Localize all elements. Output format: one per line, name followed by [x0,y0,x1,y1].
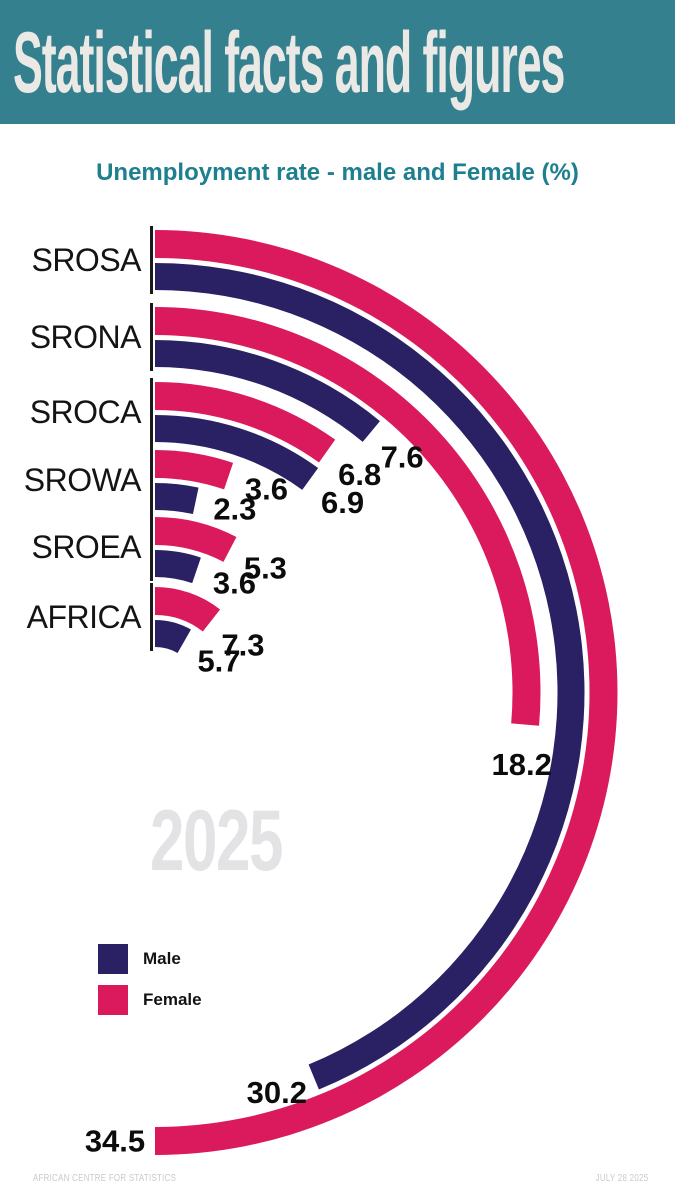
page-title: Statistical facts and figures [13,15,565,111]
footer-source: AFRICAN CENTRE FOR STATISTICS [33,1172,177,1184]
legend-label-male: Male [143,949,181,968]
male-color-swatch [98,944,128,974]
arc-srowa-male [155,483,199,514]
value-label-srona-female: 18.2 [491,747,551,782]
chart-legend: Male Female [98,944,202,1026]
axis-tick-srona [150,303,153,371]
arc-sroca-female [155,382,336,463]
arc-sroea-female [155,517,237,562]
value-label-srosa-male: 30.2 [247,1075,307,1110]
category-label-srosa: SROSA [31,242,142,278]
footer-date: JULY 28 2025 [595,1172,648,1184]
value-label-sroea-female: 5.3 [244,551,287,586]
category-label-srowa: SROWA [24,462,142,498]
legend-item-male: Male [98,944,202,974]
value-label-sroca-male: 6.9 [321,485,364,520]
legend-label-female: Female [143,990,202,1009]
arc-srona-female [155,307,541,726]
axis-tick-srowa [150,446,153,514]
value-label-africa-female: 7.3 [221,628,264,663]
arc-africa-female [155,587,221,632]
value-label-sroca-female: 6.8 [338,457,381,492]
value-label-sroea-male: 3.6 [213,566,256,601]
header-banner: Statistical facts and figures [0,0,675,124]
value-label-africa-male: 5.7 [197,644,240,679]
chart-title: Unemployment rate - male and Female (%) [96,159,579,186]
axis-tick-sroea [150,513,153,581]
category-label-sroca: SROCA [30,394,142,430]
category-label-srona: SRONA [30,319,142,355]
value-label-srona-male: 7.6 [381,440,424,475]
axis-tick-africa [150,583,153,651]
category-label-sroea: SROEA [31,529,142,565]
axis-tick-sroca [150,378,153,446]
arc-sroca-male [155,415,319,490]
arc-srowa-female [155,450,234,490]
axis-tick-srosa [150,226,153,294]
value-label-srowa-female: 3.6 [245,472,288,507]
arc-africa-male [155,620,191,653]
value-label-srosa-female: 34.5 [85,1123,145,1158]
legend-item-female: Female [98,985,202,1015]
arc-srona-male [155,340,380,442]
value-label-srowa-male: 2.3 [213,492,256,527]
category-label-africa: AFRICA [27,599,143,635]
arc-sroea-male [155,550,201,584]
year-watermark: 2025 [150,793,283,889]
female-color-swatch [98,985,128,1015]
